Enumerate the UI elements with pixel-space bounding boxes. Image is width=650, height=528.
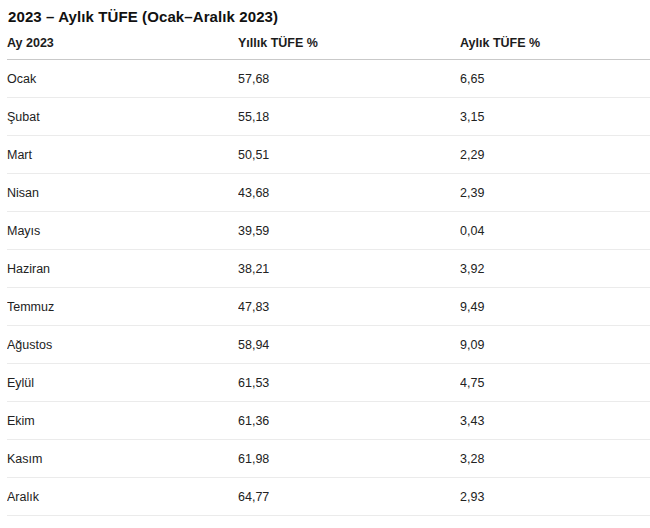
month-cell: Haziran	[7, 250, 238, 288]
table-row: Temmuz 47,83 9,49	[7, 288, 650, 326]
month-cell: Nisan	[7, 174, 238, 212]
monthly-cpi-cell: 3,28	[460, 440, 650, 478]
month-cell: Eylül	[7, 364, 238, 402]
table-row: Ağustos 58,94 9,09	[7, 326, 650, 364]
annual-cpi-cell: 39,59	[238, 212, 460, 250]
monthly-cpi-cell: 4,75	[460, 364, 650, 402]
monthly-cpi-cell: 9,09	[460, 326, 650, 364]
annual-cpi-cell: 55,18	[238, 98, 460, 136]
monthly-cpi-cell: 2,39	[460, 174, 650, 212]
table-row: Ekim 61,36 3,43	[7, 402, 650, 440]
annual-cpi-cell: 64,77	[238, 478, 460, 516]
month-cell: Mayıs	[7, 212, 238, 250]
table-row: Aralık 64,77 2,93	[7, 478, 650, 516]
month-cell: Aralık	[7, 478, 238, 516]
table-row: Mayıs 39,59 0,04	[7, 212, 650, 250]
month-cell: Şubat	[7, 98, 238, 136]
table-row: Haziran 38,21 3,92	[7, 250, 650, 288]
monthly-cpi-cell: 0,04	[460, 212, 650, 250]
page-title: 2023 – Aylık TÜFE (Ocak–Aralık 2023)	[8, 7, 650, 26]
annual-cpi-cell: 43,68	[238, 174, 460, 212]
column-header-annual-cpi: Yıllık TÜFE %	[238, 26, 460, 60]
annual-cpi-cell: 50,51	[238, 136, 460, 174]
monthly-cpi-cell: 3,43	[460, 402, 650, 440]
tufe-table: Ay 2023 Yıllık TÜFE % Aylık TÜFE % Ocak …	[7, 26, 650, 516]
column-header-monthly-cpi: Aylık TÜFE %	[460, 26, 650, 60]
table-row: Kasım 61,98 3,28	[7, 440, 650, 478]
table-header-row: Ay 2023 Yıllık TÜFE % Aylık TÜFE %	[7, 26, 650, 60]
month-cell: Temmuz	[7, 288, 238, 326]
table-row: Ocak 57,68 6,65	[7, 60, 650, 98]
annual-cpi-cell: 57,68	[238, 60, 460, 98]
month-cell: Ocak	[7, 60, 238, 98]
annual-cpi-cell: 58,94	[238, 326, 460, 364]
month-cell: Mart	[7, 136, 238, 174]
monthly-cpi-cell: 2,93	[460, 478, 650, 516]
annual-cpi-cell: 61,53	[238, 364, 460, 402]
annual-cpi-cell: 61,98	[238, 440, 460, 478]
table-row: Mart 50,51 2,29	[7, 136, 650, 174]
month-cell: Ekim	[7, 402, 238, 440]
annual-cpi-cell: 38,21	[238, 250, 460, 288]
month-cell: Ağustos	[7, 326, 238, 364]
table-body: Ocak 57,68 6,65 Şubat 55,18 3,15 Mart 50…	[7, 60, 650, 516]
monthly-cpi-cell: 9,49	[460, 288, 650, 326]
monthly-cpi-cell: 3,15	[460, 98, 650, 136]
annual-cpi-cell: 47,83	[238, 288, 460, 326]
monthly-cpi-cell: 6,65	[460, 60, 650, 98]
table-row: Nisan 43,68 2,39	[7, 174, 650, 212]
monthly-cpi-cell: 3,92	[460, 250, 650, 288]
month-cell: Kasım	[7, 440, 238, 478]
table-row: Şubat 55,18 3,15	[7, 98, 650, 136]
table-row: Eylül 61,53 4,75	[7, 364, 650, 402]
annual-cpi-cell: 61,36	[238, 402, 460, 440]
column-header-month: Ay 2023	[7, 26, 238, 60]
monthly-cpi-cell: 2,29	[460, 136, 650, 174]
